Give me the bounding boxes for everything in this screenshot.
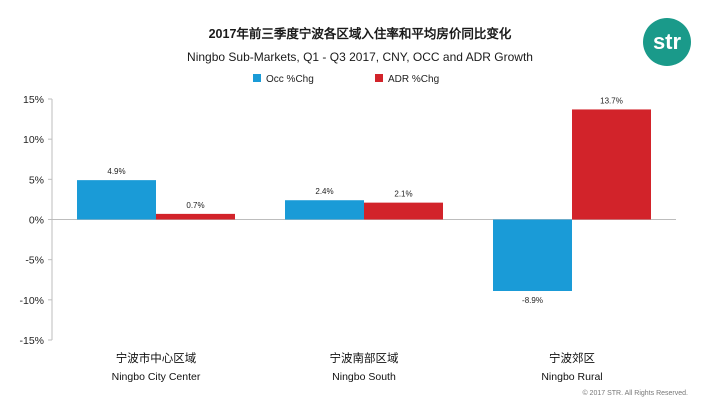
data-labels: 4.9% 0.7% 2.4% 2.1% -8.9% 13.7% (107, 96, 622, 305)
y-tick-label: -10% (19, 295, 44, 307)
y-tick-label: 15% (23, 94, 44, 106)
y-tick-label: 10% (23, 134, 44, 146)
chart-subtitle: Ningbo Sub-Markets, Q1 - Q3 2017, CNY, O… (187, 50, 533, 64)
y-tick-label: -5% (25, 255, 44, 267)
legend-swatch (253, 74, 261, 82)
bar-adr (572, 109, 651, 220)
chart-title: 2017年前三季度宁波各区域入住率和平均房价同比变化 (209, 26, 512, 41)
logo-circle (643, 18, 691, 66)
legend-label: ADR %Chg (388, 74, 439, 85)
data-label: 13.7% (600, 96, 623, 105)
bar-occ (285, 200, 364, 220)
category-label-cn: 宁波市中心区域 (116, 351, 197, 365)
str-logo: str (643, 18, 691, 66)
bars (77, 109, 651, 291)
data-label: 2.4% (315, 187, 333, 196)
legend-swatch (375, 74, 383, 82)
data-label: 4.9% (107, 167, 125, 176)
data-label: 0.7% (186, 201, 204, 210)
logo-text: str (653, 29, 682, 54)
category-label-en: Ningbo South (332, 371, 396, 383)
data-label: -8.9% (522, 296, 543, 305)
data-label: 2.1% (394, 190, 412, 199)
category-label-cn: 宁波南部区域 (330, 351, 399, 365)
bar-adr (364, 202, 443, 220)
y-tick-label: -15% (19, 335, 44, 347)
category-label-cn: 宁波郊区 (549, 351, 595, 365)
category-label-en: Ningbo City Center (112, 371, 201, 383)
legend: Occ %Chg ADR %Chg (253, 74, 439, 85)
legend-label: Occ %Chg (266, 74, 314, 85)
bar-occ (493, 219, 572, 291)
category-labels: 宁波市中心区域 Ningbo City Center 宁波南部区域 Ningbo So… (112, 351, 603, 383)
bar-adr (156, 213, 235, 220)
copyright-text: © 2017 STR. All Rights Reserved. (582, 389, 688, 397)
y-tick-label: 0% (29, 215, 44, 227)
y-tick-label: 5% (29, 174, 44, 186)
category-label-en: Ningbo Rural (541, 371, 602, 383)
bar-occ (77, 180, 156, 220)
